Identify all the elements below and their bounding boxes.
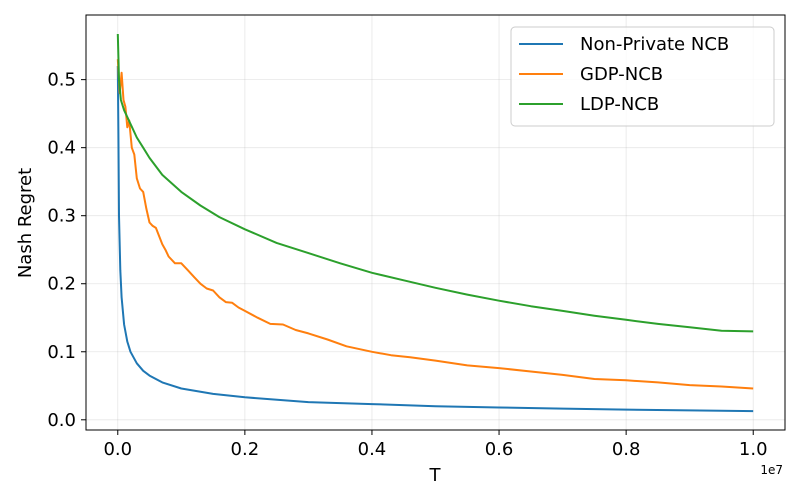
x-tick-label: 0.0 [103, 439, 132, 460]
y-tick-label: 0.1 [47, 342, 76, 363]
legend-box [510, 26, 775, 127]
x-axis-title: T [429, 465, 442, 486]
legend-label: LDP-NCB [580, 94, 659, 115]
legend: Non-Private NCB GDP-NCB LDP-NCB [510, 26, 775, 127]
y-tick-label: 0.5 [47, 70, 76, 91]
series-line-non-private-ncb [116, 65, 754, 413]
y-axis: 0.0 0.1 0.2 0.3 0.4 0.5 [47, 70, 86, 431]
y-tick-label: 0.3 [47, 206, 76, 227]
x-tick-label: 1.0 [739, 439, 768, 460]
legend-label: Non-Private NCB [580, 34, 729, 55]
x-tick-label: 0.4 [358, 439, 387, 460]
legend-label: GDP-NCB [580, 64, 663, 85]
y-tick-label: 0.4 [47, 138, 76, 159]
y-tick-label: 0.2 [47, 274, 76, 295]
series-lines [116, 33, 754, 413]
series-line-gdp-ncb [116, 59, 754, 390]
plot-frame [85, 14, 786, 431]
series-line-ldp-ncb [116, 33, 754, 333]
y-tick-label: 0.0 [47, 410, 76, 431]
x-tick-label: 0.8 [612, 439, 641, 460]
x-axis-offset-label: 1e7 [760, 463, 783, 477]
x-axis: 0.0 0.2 0.4 0.6 0.8 1.0 [103, 430, 768, 460]
x-tick-label: 0.6 [485, 439, 514, 460]
y-axis-title: Nash Regret [15, 168, 36, 278]
x-tick-label: 0.2 [231, 439, 260, 460]
